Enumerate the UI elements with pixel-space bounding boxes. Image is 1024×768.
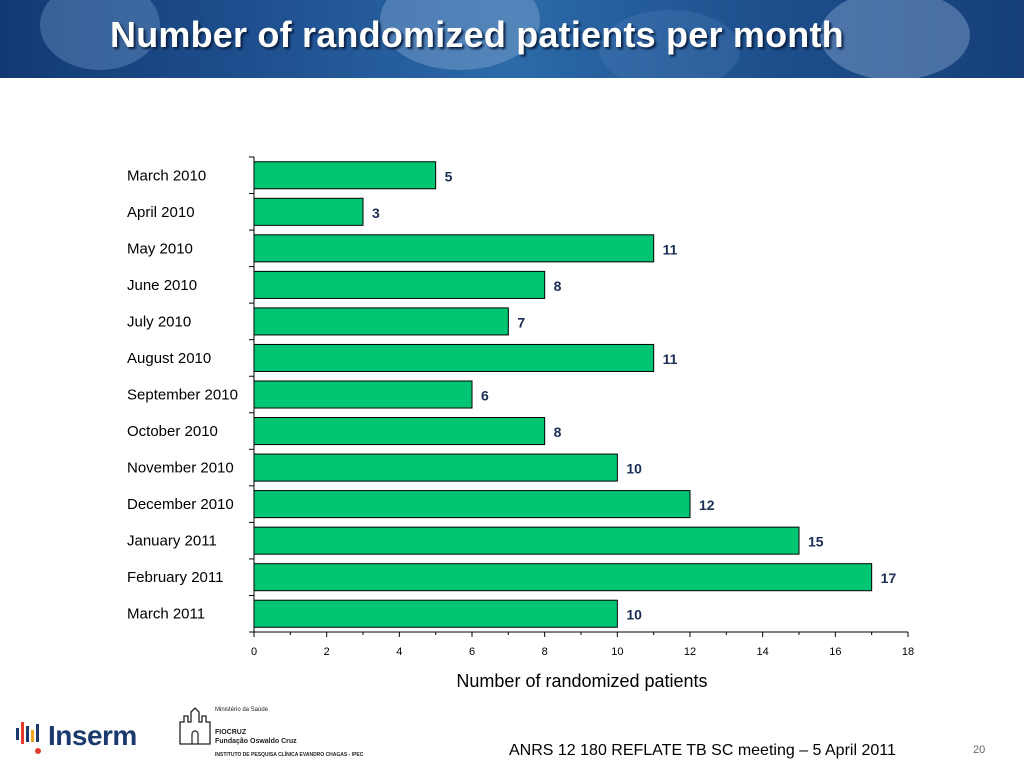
category-label: November 2010 <box>127 460 234 477</box>
x-axis-title: Number of randomized patients <box>456 671 707 691</box>
data-label: 15 <box>808 534 824 550</box>
fiocruz-name-line2: Fundação Oswaldo Cruz <box>215 738 297 745</box>
data-label: 17 <box>881 570 897 586</box>
data-label: 8 <box>554 424 562 440</box>
bar <box>253 490 691 519</box>
fiocruz-institute: INSTITUTO DE PESQUISA CLÍNICA EVANDRO CH… <box>215 752 364 758</box>
bar <box>253 453 618 482</box>
footer-meeting-text: ANRS 12 180 REFLATE TB SC meeting – 5 Ap… <box>509 742 896 759</box>
x-tick-label: 16 <box>829 646 841 658</box>
title-banner: Number of randomized patients per month <box>0 0 1024 78</box>
data-label: 7 <box>517 314 525 330</box>
bar <box>253 380 473 409</box>
data-label: 5 <box>445 168 453 184</box>
category-label: June 2010 <box>127 277 197 294</box>
x-tick-label: 4 <box>396 646 402 658</box>
category-label: December 2010 <box>127 496 234 513</box>
data-label: 8 <box>554 278 562 294</box>
data-label: 3 <box>372 205 380 221</box>
category-label: May 2010 <box>127 240 193 257</box>
fiocruz-name: FIOCRUZ Fundação Oswaldo Cruz <box>215 728 297 746</box>
x-tick-label: 2 <box>324 646 330 658</box>
category-label: August 2010 <box>127 350 211 367</box>
bar <box>253 307 509 336</box>
fiocruz-name-line1: FIOCRUZ <box>215 729 247 736</box>
category-label: January 2011 <box>127 533 217 550</box>
fiocruz-ministry-label: Ministério da Saúde <box>215 707 269 713</box>
data-label: 11 <box>663 351 678 367</box>
bar <box>253 563 873 592</box>
fiocruz-castle-icon <box>179 707 211 745</box>
bar <box>253 197 364 226</box>
category-label: April 2010 <box>127 204 195 221</box>
data-label: 11 <box>663 241 678 257</box>
plot-area: March 2010 5 April 2010 3 May 2010 11 June 201… <box>127 156 914 691</box>
x-tick-label: 12 <box>684 646 696 658</box>
inserm-logo <box>16 722 41 754</box>
category-label: July 2010 <box>127 313 191 330</box>
x-tick-label: 0 <box>251 646 257 658</box>
bar <box>253 599 618 628</box>
banner-photo-shape <box>820 0 970 78</box>
x-tick-label: 18 <box>902 646 914 658</box>
category-label: September 2010 <box>127 387 238 404</box>
category-label: March 2010 <box>127 167 206 184</box>
inserm-wordmark: Inserm <box>48 720 137 751</box>
category-label: February 2011 <box>127 569 223 586</box>
bar-chart: March 2010 5 April 2010 3 May 2010 11 June 201… <box>127 156 914 691</box>
bar <box>253 343 655 372</box>
bar <box>253 234 655 263</box>
banner-photo-shape <box>40 0 160 70</box>
category-label: March 2011 <box>127 606 205 623</box>
page-number: 20 <box>973 744 986 756</box>
banner-photo-shape <box>600 10 740 78</box>
category-label: October 2010 <box>127 423 218 440</box>
x-tick-label: 10 <box>611 646 623 658</box>
data-label: 10 <box>626 607 642 623</box>
data-label: 6 <box>481 388 489 404</box>
slide-title: Number of randomized patients per month <box>110 14 844 55</box>
bar <box>253 270 546 299</box>
x-tick-label: 6 <box>469 646 475 658</box>
data-label: 10 <box>626 461 642 477</box>
bar <box>253 417 546 446</box>
x-tick-label: 8 <box>542 646 548 658</box>
bar <box>253 161 437 190</box>
data-label: 12 <box>699 497 715 513</box>
bar <box>253 526 800 555</box>
x-tick-label: 14 <box>757 646 769 658</box>
